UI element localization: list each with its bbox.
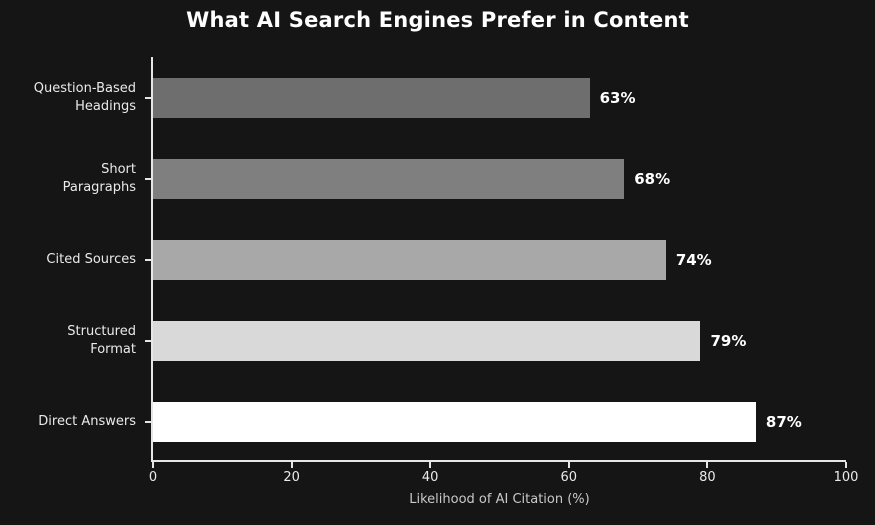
y-tick-mark — [145, 96, 151, 99]
bar-row: 87% — [145, 381, 846, 462]
bar-value-label: 87% — [765, 412, 802, 431]
category-label-text: Structured Format — [67, 323, 136, 357]
y-axis-category-labels: Question-Based Headings Short Paragraphs… — [0, 57, 140, 462]
x-tick-mark — [567, 462, 570, 468]
x-tick-mark — [152, 462, 154, 468]
bar-value-label: 68% — [634, 169, 671, 188]
chart-title: What AI Search Engines Prefer in Content — [186, 8, 689, 32]
bar-short-paragraphs — [153, 158, 625, 199]
y-tick-mark — [145, 177, 151, 180]
x-tick-mark — [290, 462, 293, 468]
category-label: Short Paragraphs — [0, 138, 140, 219]
category-label: Direct Answers — [0, 381, 140, 462]
x-tick-mark — [706, 462, 709, 468]
x-tick-label: 60 — [560, 470, 578, 485]
x-tick-label: 20 — [283, 470, 300, 485]
bar-question-based-headings — [153, 77, 590, 118]
x-tick-label: 40 — [421, 470, 439, 485]
bar-row: 79% — [145, 300, 846, 381]
bar-value-label: 74% — [675, 250, 712, 269]
bar-value-label: 63% — [599, 88, 636, 107]
category-label: Structured Format — [0, 300, 140, 381]
bar-track: 74% — [153, 239, 846, 280]
category-label-text: Question-Based Headings — [33, 80, 136, 114]
category-label-text: Cited Sources — [46, 251, 136, 267]
bar-row: 68% — [145, 138, 846, 219]
category-label-text: Short Paragraphs — [62, 161, 136, 195]
y-tick-mark — [145, 420, 151, 423]
category-label: Cited Sources — [0, 219, 140, 300]
x-tick-mark — [845, 462, 847, 468]
x-tick-mark — [429, 462, 432, 468]
bar-track: 68% — [153, 158, 846, 199]
x-tick-label: 100 — [833, 470, 859, 485]
bar-track: 87% — [153, 401, 846, 442]
x-tick-label: 0 — [148, 470, 158, 485]
bar-track: 79% — [153, 320, 846, 361]
y-tick-mark — [145, 258, 151, 261]
bar-cited-sources — [153, 239, 666, 280]
bar-direct-answers — [153, 401, 756, 442]
bar-value-label: 79% — [710, 331, 747, 350]
plot-area: 63% 68% 74% 79% — [145, 57, 858, 507]
bar-structured-format — [153, 320, 701, 361]
bar-track: 63% — [153, 77, 846, 118]
category-label: Question-Based Headings — [0, 57, 140, 138]
bar-row: 74% — [145, 219, 846, 300]
x-axis-title: Likelihood of AI Citation (%) — [409, 492, 590, 507]
bar-row: 63% — [145, 57, 846, 138]
y-tick-mark — [145, 339, 151, 342]
category-label-text: Direct Answers — [38, 413, 136, 429]
x-tick-label: 80 — [699, 470, 716, 485]
